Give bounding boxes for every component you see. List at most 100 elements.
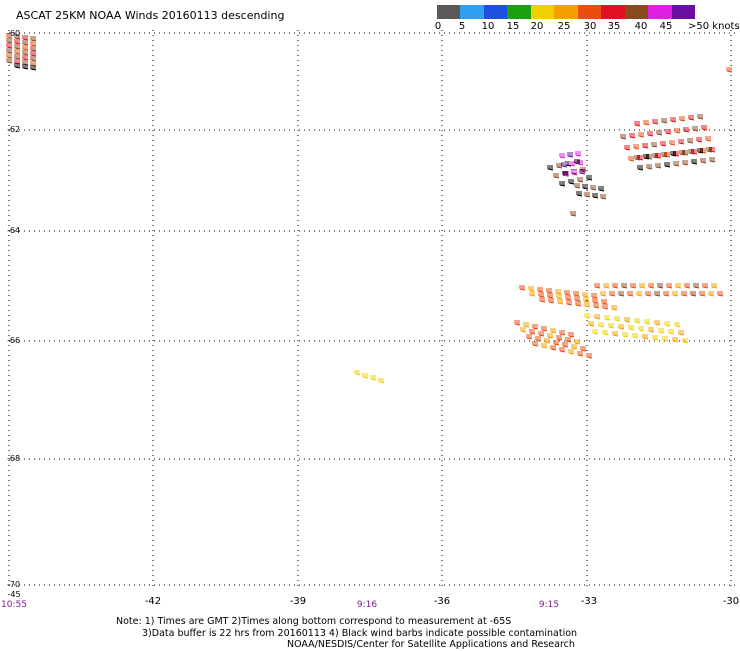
wind-barb — [700, 148, 707, 154]
legend-swatch — [530, 5, 555, 19]
wind-barb — [574, 183, 581, 189]
wind-barb — [594, 314, 601, 320]
wind-barb — [614, 316, 621, 322]
wind-barb — [620, 134, 627, 140]
wind-barb — [673, 161, 680, 167]
wind-barb — [702, 283, 709, 289]
wind-barb — [577, 160, 584, 166]
note-line: Note: 1) Times are GMT 2)Times along bot… — [116, 616, 512, 627]
wind-barb — [575, 151, 582, 157]
wind-barb — [652, 335, 659, 341]
wind-barb — [624, 145, 631, 151]
wind-barb — [699, 291, 706, 297]
wind-barb — [594, 283, 601, 289]
wind-barb — [14, 49, 21, 55]
wind-barb — [378, 378, 385, 384]
wind-barb — [691, 159, 698, 165]
wind-barb — [612, 283, 619, 289]
wind-barb — [683, 127, 690, 133]
wind-barb — [701, 125, 708, 131]
wind-barb — [574, 339, 581, 345]
wind-barb — [577, 177, 584, 183]
wind-barbs — [6, 33, 733, 384]
wind-barb — [563, 171, 570, 177]
wind-barb — [588, 321, 595, 327]
wind-barb — [670, 117, 677, 123]
wind-barb — [604, 315, 611, 321]
wind-barb — [532, 341, 539, 347]
wind-barb — [571, 344, 578, 350]
legend-label: 45 — [659, 21, 673, 32]
wind-barb — [708, 291, 715, 297]
wind-barb — [528, 286, 535, 292]
wind-barb — [602, 304, 609, 310]
wind-barb — [642, 334, 649, 340]
wind-barb — [652, 153, 659, 159]
grid-lines — [8, 30, 735, 588]
wind-barb — [569, 161, 576, 167]
wind-barb — [601, 299, 608, 305]
wind-barb — [582, 184, 589, 190]
wind-barb — [621, 283, 628, 289]
wind-barb — [655, 163, 662, 169]
wind-barb — [30, 51, 37, 57]
wind-barb — [630, 283, 637, 289]
lat-label: -62 — [7, 125, 21, 134]
wind-barb — [22, 55, 29, 61]
wind-barb — [600, 291, 607, 297]
wind-barb — [643, 120, 650, 126]
wind-barb — [675, 283, 682, 289]
wind-barb — [648, 283, 655, 289]
legend-swatch — [648, 5, 672, 19]
wind-barb — [582, 292, 589, 298]
wind-barb — [579, 169, 586, 175]
wind-barb — [628, 156, 635, 162]
wind-barb — [684, 283, 691, 289]
wind-barb — [30, 65, 37, 71]
wind-barb — [556, 294, 563, 300]
lat-label: -64 — [7, 226, 21, 235]
wind-barb — [681, 291, 688, 297]
wind-barb — [22, 45, 29, 51]
wind-barb — [661, 118, 668, 124]
wind-barb — [590, 185, 597, 191]
lon-label: -42 — [144, 596, 162, 607]
wind-barb — [633, 144, 640, 150]
legend-swatch — [554, 5, 578, 19]
wind-barb — [717, 291, 724, 297]
legend-label: 30 — [583, 21, 597, 32]
wind-barb — [628, 325, 635, 331]
wind-barb — [609, 291, 616, 297]
wind-barb — [14, 39, 21, 45]
wind-barb — [618, 324, 625, 330]
wind-barb — [697, 148, 704, 154]
wind-barb — [559, 181, 566, 187]
wind-barb — [559, 347, 566, 353]
wind-barb — [6, 53, 13, 59]
wind-barb — [643, 154, 650, 160]
wind-barb — [583, 297, 590, 303]
legend-label: 15 — [506, 21, 520, 32]
wind-barb — [674, 322, 681, 328]
wind-barb — [664, 152, 671, 158]
wind-barb — [632, 333, 639, 339]
wind-barb — [700, 158, 707, 164]
lat-label: -68 — [7, 454, 21, 463]
wind-barb — [624, 317, 631, 323]
wind-barb — [598, 322, 605, 328]
wind-barb — [30, 41, 37, 47]
wind-barb — [562, 342, 569, 348]
wind-barb — [682, 160, 689, 166]
wind-barb — [547, 293, 554, 299]
wind-barb — [535, 336, 542, 342]
wind-barb — [648, 327, 655, 333]
wind-barb — [663, 291, 670, 297]
wind-barb — [661, 152, 668, 158]
wind-barb — [584, 313, 591, 319]
wind-barb — [546, 288, 553, 294]
wind-barb — [678, 330, 685, 336]
wind-barb — [539, 297, 546, 303]
wind-barb — [544, 338, 551, 344]
wind-barb — [646, 154, 653, 160]
